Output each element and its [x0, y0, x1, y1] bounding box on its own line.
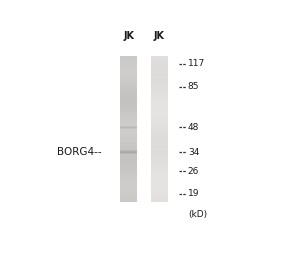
- Text: 85: 85: [188, 82, 199, 91]
- Text: 34: 34: [188, 148, 199, 157]
- Text: 19: 19: [188, 189, 199, 198]
- Text: BORG4--: BORG4--: [57, 147, 101, 157]
- Text: (kD): (kD): [188, 210, 207, 219]
- Text: JK: JK: [123, 31, 134, 41]
- Text: JK: JK: [154, 31, 165, 41]
- Text: 48: 48: [188, 123, 199, 132]
- Text: 117: 117: [188, 59, 205, 68]
- Text: 26: 26: [188, 167, 199, 176]
